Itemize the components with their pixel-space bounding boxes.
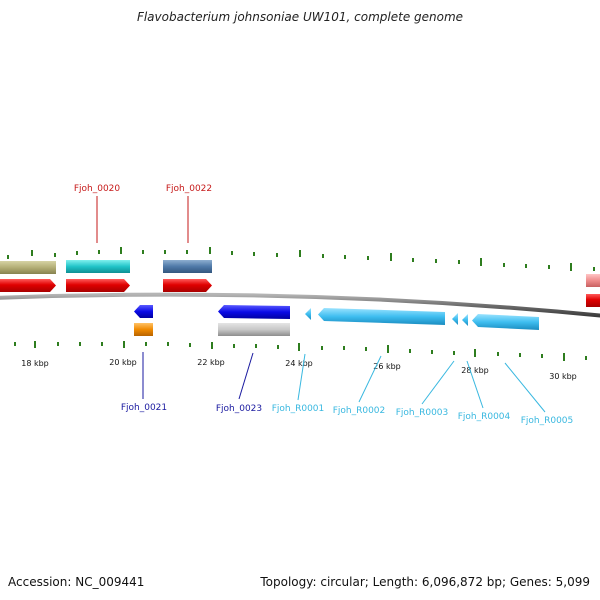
scale-label: 28 kbp <box>461 366 489 375</box>
genome-title: Flavobacterium johnsoniae UW101, complet… <box>136 10 464 24</box>
gene-label-fjoh-0023[interactable]: Fjoh_0023 <box>216 404 262 414</box>
rrna-fjoh-r0001[interactable] <box>305 308 311 320</box>
gene-orange-fjoh-0021[interactable] <box>134 323 153 336</box>
gene-label-fjoh-r0004[interactable]: Fjoh_R0004 <box>458 412 511 422</box>
reverse-strand-features <box>134 305 539 336</box>
cds-red-fjoh-0022[interactable] <box>163 279 212 292</box>
gene-label-fjoh-r0005[interactable]: Fjoh_R0005 <box>521 416 574 426</box>
gene-label-fjoh-0021[interactable]: Fjoh_0021 <box>121 403 167 413</box>
gene-gray-fjoh-0023[interactable] <box>218 323 290 336</box>
trna-fjoh-r0003[interactable] <box>452 313 458 325</box>
cds-red-fjoh-0020[interactable] <box>66 279 130 292</box>
genome-stats-text: Topology: circular; Length: 6,096,872 bp… <box>260 575 590 589</box>
scale-labels: 18 kbp 20 kbp 22 kbp 24 kbp 26 kbp 28 kb… <box>21 358 577 381</box>
accession-text: Accession: NC_009441 <box>8 575 145 589</box>
scale-label: 26 kbp <box>373 362 401 371</box>
gene-steel-fjoh-0022[interactable] <box>163 260 212 273</box>
scale-label: 30 kbp <box>549 372 577 381</box>
cds-red-right[interactable] <box>586 294 600 307</box>
gene-olive[interactable] <box>0 261 56 274</box>
gene-cyan-fjoh-0020[interactable] <box>66 260 130 273</box>
genome-backbone <box>0 292 600 318</box>
scale-label: 18 kbp <box>21 359 49 368</box>
label-leaders <box>96 196 546 413</box>
trna-fjoh-r0004[interactable] <box>462 314 468 326</box>
rrna-fjoh-r0005[interactable] <box>472 314 539 330</box>
rrna-fjoh-r0002[interactable] <box>318 308 445 325</box>
gene-label-fjoh-r0001[interactable]: Fjoh_R0001 <box>272 404 325 414</box>
gene-label-fjoh-0022[interactable]: Fjoh_0022 <box>166 184 212 194</box>
scale-label: 24 kbp <box>285 359 313 368</box>
lower-tick-ring <box>14 341 587 361</box>
cds-blue-fjoh-0021[interactable] <box>134 305 153 318</box>
gene-pink-right[interactable] <box>586 274 600 287</box>
gene-label-fjoh-r0003[interactable]: Fjoh_R0003 <box>396 408 449 418</box>
gene-labels: Fjoh_0020 Fjoh_0022 Fjoh_0021 Fjoh_0023 … <box>74 184 573 426</box>
upper-tick-ring <box>7 247 595 271</box>
gene-label-fjoh-r0002[interactable]: Fjoh_R0002 <box>333 406 386 416</box>
scale-label: 22 kbp <box>197 358 225 367</box>
cds-blue-fjoh-0023[interactable] <box>218 305 290 319</box>
cds-red-1[interactable] <box>0 279 56 292</box>
scale-label: 20 kbp <box>109 358 137 367</box>
gene-label-fjoh-0020[interactable]: Fjoh_0020 <box>74 184 121 194</box>
forward-strand-features <box>0 260 600 307</box>
